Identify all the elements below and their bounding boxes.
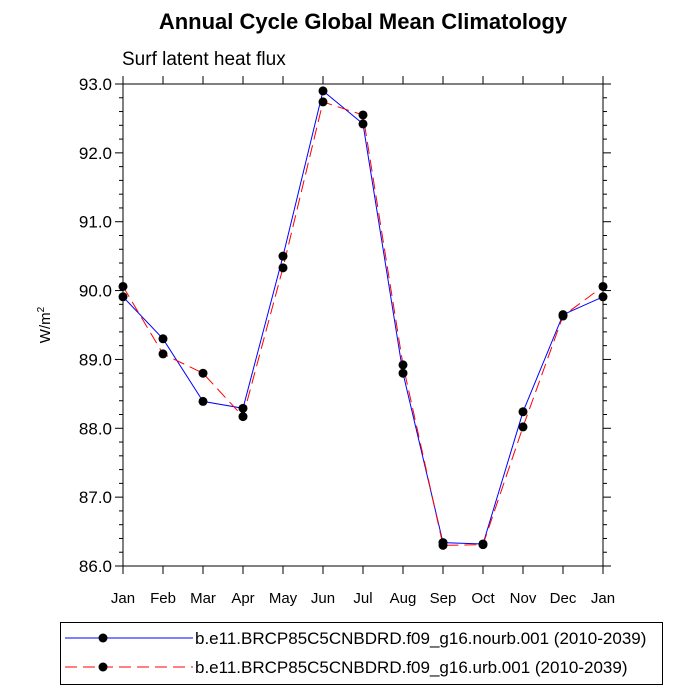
- x-tick-label: Nov: [510, 590, 537, 607]
- series-1-point: [238, 412, 248, 422]
- legend-item-nourb: b.e11.BRCP85C5CNBDRD.f09_g16.nourb.001 (…: [61, 625, 662, 653]
- series-0-point: [198, 396, 208, 406]
- legend-item-urb: b.e11.BRCP85C5CNBDRD.f09_g16.urb.001 (20…: [61, 654, 662, 682]
- series-1-point: [518, 422, 528, 432]
- legend-label-nourb: b.e11.BRCP85C5CNBDRD.f09_g16.nourb.001 (…: [195, 629, 647, 648]
- series-0-point: [158, 334, 168, 344]
- x-tick-label: Sep: [430, 590, 457, 607]
- y-axis-label: W/m2: [36, 306, 54, 343]
- y-tick-label: 91.0: [79, 213, 112, 232]
- chart-legend: b.e11.BRCP85C5CNBDRD.f09_g16.nourb.001 (…: [60, 622, 663, 685]
- x-tick-label: Oct: [471, 590, 495, 607]
- x-tick-label: Apr: [231, 590, 254, 607]
- series-0-point: [598, 292, 608, 302]
- series-1-point: [558, 311, 568, 321]
- series-1-point: [358, 110, 368, 120]
- y-tick-label: 93.0: [79, 75, 112, 94]
- series-0-point: [278, 251, 288, 261]
- x-tick-label: Mar: [190, 590, 216, 607]
- series-1-point: [598, 281, 608, 291]
- series-0-point: [238, 403, 248, 413]
- x-tick-label: Jul: [353, 590, 372, 607]
- x-tick-label: May: [269, 590, 298, 607]
- series-1-point: [398, 360, 408, 370]
- y-tick-label: 92.0: [79, 144, 112, 163]
- chart-title: Annual Cycle Global Mean Climatology: [158, 9, 568, 34]
- series-0-point: [358, 119, 368, 129]
- line-chart: 86.0 87.0 88.0 89.0 90.0 91.0 92.0 93.0 Jan Feb Ma…: [36, 75, 615, 607]
- legend-swatch-nourb: [65, 633, 193, 643]
- series-0-point: [518, 407, 528, 417]
- x-tick-label: Jan: [111, 590, 135, 607]
- series-1-point: [318, 97, 328, 107]
- series-0-point: [318, 86, 328, 96]
- y-tick-label: 86.0: [79, 557, 112, 576]
- x-tick-label: Feb: [150, 590, 176, 607]
- x-tick-label: Jun: [311, 590, 335, 607]
- series-line-0: [122, 90, 604, 545]
- x-tick-label: Aug: [390, 590, 417, 607]
- series-1-point: [158, 349, 168, 359]
- y-tick-label: 89.0: [79, 350, 112, 369]
- series-0-point: [118, 292, 128, 302]
- plot-frame: [122, 83, 604, 567]
- series-1-point: [478, 540, 488, 550]
- legend-swatch-urb: [65, 662, 193, 672]
- series-0-point: [398, 368, 408, 378]
- series-1-point: [198, 368, 208, 378]
- x-tick-label: Jan: [591, 590, 615, 607]
- series-line-1: [122, 101, 604, 546]
- x-tick-label: Dec: [550, 590, 577, 607]
- y-tick-label: 87.0: [79, 488, 112, 507]
- series-1-point: [118, 281, 128, 291]
- y-tick-label: 88.0: [79, 419, 112, 438]
- series-1-point: [438, 540, 448, 550]
- chart-subtitle: Surf latent heat flux: [122, 49, 286, 70]
- legend-label-urb: b.e11.BRCP85C5CNBDRD.f09_g16.urb.001 (20…: [195, 658, 628, 677]
- series-1-point: [278, 263, 288, 273]
- y-tick-label: 90.0: [79, 282, 112, 301]
